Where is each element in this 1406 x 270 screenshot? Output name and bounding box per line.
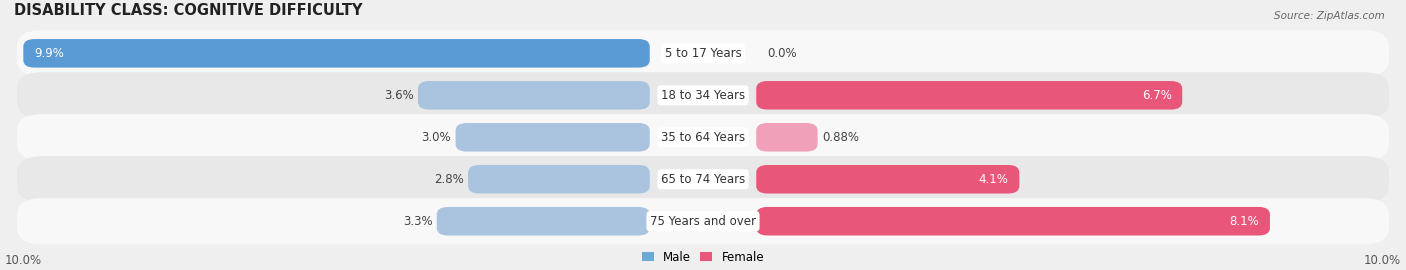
Text: 3.6%: 3.6% [384,89,413,102]
FancyBboxPatch shape [756,207,1270,235]
FancyBboxPatch shape [17,30,1389,76]
Text: 3.0%: 3.0% [422,131,451,144]
Legend: Male, Female: Male, Female [641,251,765,264]
FancyBboxPatch shape [437,207,650,235]
Text: Source: ZipAtlas.com: Source: ZipAtlas.com [1274,11,1385,21]
FancyBboxPatch shape [468,165,650,194]
FancyBboxPatch shape [456,123,650,151]
Text: 2.8%: 2.8% [434,173,464,186]
Text: 8.1%: 8.1% [1229,215,1260,228]
FancyBboxPatch shape [17,114,1389,160]
FancyBboxPatch shape [756,165,1019,194]
Text: 4.1%: 4.1% [979,173,1008,186]
FancyBboxPatch shape [756,81,1182,110]
Text: 18 to 34 Years: 18 to 34 Years [661,89,745,102]
FancyBboxPatch shape [17,198,1389,244]
Text: 3.3%: 3.3% [402,215,433,228]
Text: 65 to 74 Years: 65 to 74 Years [661,173,745,186]
Text: 35 to 64 Years: 35 to 64 Years [661,131,745,144]
Text: 75 Years and over: 75 Years and over [650,215,756,228]
Text: DISABILITY CLASS: COGNITIVE DIFFICULTY: DISABILITY CLASS: COGNITIVE DIFFICULTY [14,3,363,18]
Text: 5 to 17 Years: 5 to 17 Years [665,47,741,60]
FancyBboxPatch shape [17,72,1389,118]
Text: 6.7%: 6.7% [1142,89,1171,102]
Text: 0.88%: 0.88% [823,131,859,144]
FancyBboxPatch shape [17,156,1389,202]
FancyBboxPatch shape [24,39,650,68]
FancyBboxPatch shape [418,81,650,110]
Text: 0.0%: 0.0% [766,47,797,60]
Text: 9.9%: 9.9% [34,47,63,60]
FancyBboxPatch shape [756,123,818,151]
